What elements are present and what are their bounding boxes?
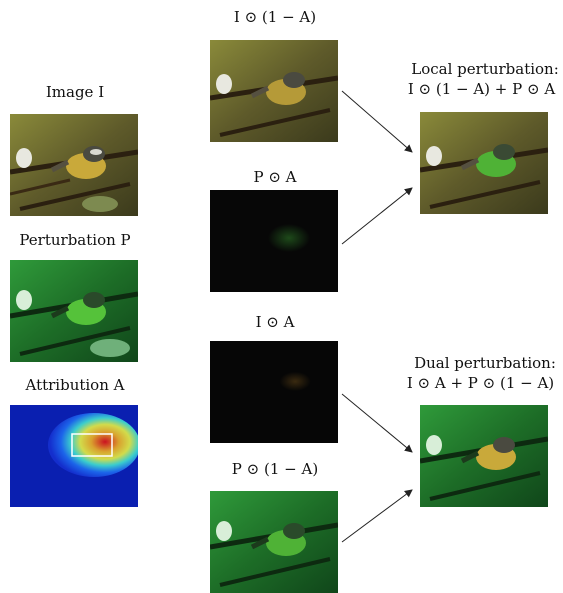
image-label: Image I xyxy=(45,83,105,101)
attribution-a-heatmap xyxy=(10,405,138,507)
dual-perturbation-result xyxy=(420,405,548,507)
dual-perturbation-formula: I ⊙ A + P ⊙ (1 − A) xyxy=(406,374,555,392)
i-1-minus-a-thumbnail xyxy=(210,40,338,142)
local-perturbation-result xyxy=(420,112,548,214)
arrow-ia-to-dual xyxy=(341,393,413,453)
p-a-thumbnail xyxy=(210,190,338,292)
p-1-minus-a-label: P ⊙ (1 − A) xyxy=(231,460,319,478)
p-a-label: P ⊙ A xyxy=(253,168,297,186)
i-1-minus-a-label: I ⊙ (1 − A) xyxy=(233,8,317,26)
dual-perturbation-title: Dual perturbation: xyxy=(414,354,556,372)
image-i-thumbnail xyxy=(10,114,138,216)
arrow-pa-to-local xyxy=(341,187,413,245)
local-perturbation-title: Local perturbation: xyxy=(411,60,559,78)
i-a-thumbnail xyxy=(210,341,338,443)
p-1-minus-a-thumbnail xyxy=(210,491,338,593)
attribution-label: Attribution A xyxy=(25,376,125,394)
arrow-i1ma-to-local xyxy=(341,90,413,153)
i-a-label: I ⊙ A xyxy=(255,313,295,331)
local-perturbation-formula: I ⊙ (1 − A) + P ⊙ A xyxy=(407,80,556,98)
arrow-p1ma-to-dual xyxy=(341,489,413,543)
perturbation-p-thumbnail xyxy=(10,260,138,362)
perturbation-label: Perturbation P xyxy=(19,231,131,249)
